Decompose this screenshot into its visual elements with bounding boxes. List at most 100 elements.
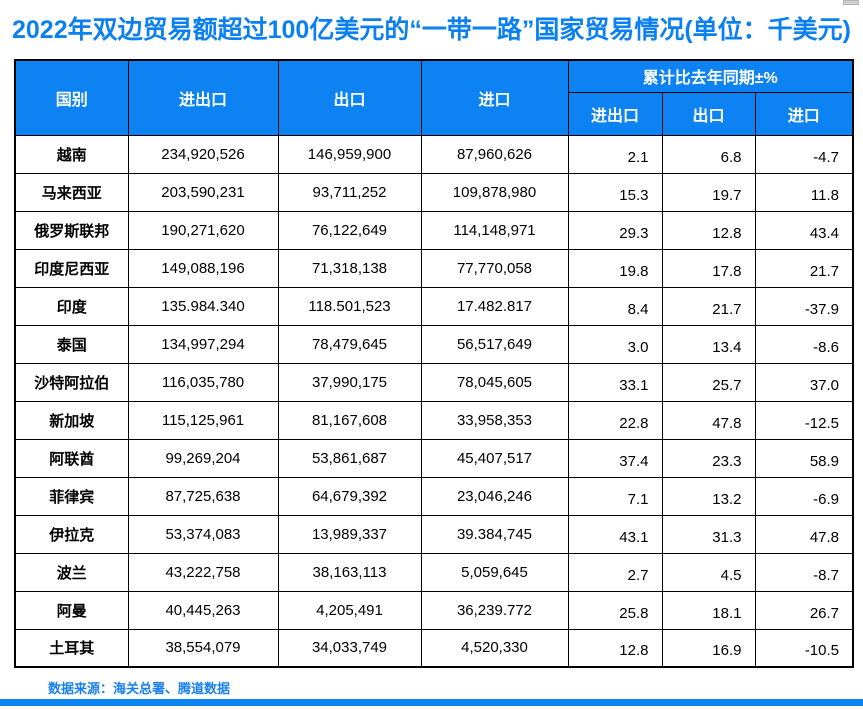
pct-export-cell: 12.8	[661, 210, 756, 250]
col-header-pct-export: 出口	[661, 91, 756, 136]
import-cell: 77,770,058	[420, 248, 569, 288]
export-cell: 93,711,252	[277, 172, 422, 212]
pct-export-cell: 19.7	[661, 172, 756, 212]
country-cell: 阿联酋	[14, 438, 129, 478]
country-cell: 波兰	[14, 552, 129, 592]
pct-total-cell: 2.1	[567, 134, 663, 174]
pct-import-cell: 47.8	[754, 514, 854, 554]
country-cell: 沙特阿拉伯	[14, 362, 129, 402]
pct-total-cell: 33.1	[567, 362, 663, 402]
pct-total-cell: 22.8	[567, 400, 663, 440]
table-row: 新加坡 115,125,961 81,167,608 33,958,353 22.8 47…	[14, 400, 854, 440]
pct-import-cell: -10.5	[754, 628, 854, 668]
col-header-pct-import: 进口	[754, 91, 854, 136]
pct-import-cell: -4.7	[754, 134, 854, 174]
export-cell: 64,679,392	[277, 476, 422, 516]
total-cell: 53,374,083	[127, 514, 279, 554]
country-cell: 马来西亚	[14, 172, 129, 212]
export-cell: 13,989,337	[277, 514, 422, 554]
import-cell: 36,239.772	[420, 590, 569, 630]
import-cell: 114,148,971	[420, 210, 569, 250]
total-cell: 135.984.340	[127, 286, 279, 326]
pct-import-cell: 21.7	[754, 248, 854, 288]
country-cell: 伊拉克	[14, 514, 129, 554]
trade-table: 国别 进出口 出口 进口 累计比去年同期±% 进出口 出口 进口 越南 234,9…	[14, 59, 855, 668]
pct-import-cell: 37.0	[754, 362, 854, 402]
pct-total-cell: 43.1	[567, 514, 663, 554]
table-row: 印度尼西亚 149,088,196 71,318,138 77,770,058 19.8…	[14, 248, 854, 288]
import-cell: 5,059,645	[420, 552, 569, 592]
table-row: 越南 234,920,526 146,959,900 87,960,626 2.1 6.8…	[14, 134, 854, 174]
pct-total-cell: 29.3	[567, 210, 663, 250]
col-header-pct-total: 进出口	[567, 91, 663, 136]
col-header-export: 出口	[277, 59, 422, 136]
export-cell: 78,479,645	[277, 324, 422, 364]
table-row: 沙特阿拉伯 116,035,780 37,990,175 78,045,605 33.1…	[14, 362, 854, 402]
pct-import-cell: -12.5	[754, 400, 854, 440]
pct-export-cell: 6.8	[661, 134, 756, 174]
total-cell: 134,997,294	[127, 324, 279, 364]
pct-import-cell: -8.6	[754, 324, 854, 364]
pct-import-cell: -6.9	[754, 476, 854, 516]
table-header: 国别 进出口 出口 进口 累计比去年同期±% 进出口 出口 进口	[14, 59, 854, 136]
col-header-total: 进出口	[127, 59, 279, 136]
export-cell: 38,163,113	[277, 552, 422, 592]
total-cell: 43,222,758	[127, 552, 279, 592]
export-cell: 37,990,175	[277, 362, 422, 402]
table-row: 伊拉克 53,374,083 13,989,337 39.384,745 43.1 31.…	[14, 514, 854, 554]
country-cell: 印度尼西亚	[14, 248, 129, 288]
pct-total-cell: 8.4	[567, 286, 663, 326]
pct-export-cell: 31.3	[661, 514, 756, 554]
pct-import-cell: 26.7	[754, 590, 854, 630]
import-cell: 39.384,745	[420, 514, 569, 554]
export-cell: 4,205,491	[277, 590, 422, 630]
col-header-pct-group: 累计比去年同期±%	[567, 59, 854, 93]
import-cell: 33,958,353	[420, 400, 569, 440]
col-header-import: 进口	[420, 59, 569, 136]
country-cell: 印度	[14, 286, 129, 326]
pct-export-cell: 13.4	[661, 324, 756, 364]
import-cell: 78,045,605	[420, 362, 569, 402]
pct-total-cell: 15.3	[567, 172, 663, 212]
total-cell: 149,088,196	[127, 248, 279, 288]
total-cell: 203,590,231	[127, 172, 279, 212]
pct-import-cell: -37.9	[754, 286, 854, 326]
pct-export-cell: 17.8	[661, 248, 756, 288]
country-cell: 俄罗斯联邦	[14, 210, 129, 250]
pct-total-cell: 2.7	[567, 552, 663, 592]
import-cell: 4,520,330	[420, 628, 569, 668]
pct-export-cell: 13.2	[661, 476, 756, 516]
table-row: 泰国 134,997,294 78,479,645 56,517,649 3.0 13.4…	[14, 324, 854, 364]
pct-export-cell: 25.7	[661, 362, 756, 402]
pct-export-cell: 16.9	[661, 628, 756, 668]
total-cell: 99,269,204	[127, 438, 279, 478]
import-cell: 87,960,626	[420, 134, 569, 174]
country-cell: 新加坡	[14, 400, 129, 440]
pct-total-cell: 37.4	[567, 438, 663, 478]
export-cell: 76,122,649	[277, 210, 422, 250]
country-cell: 阿曼	[14, 590, 129, 630]
export-cell: 34,033,749	[277, 628, 422, 668]
export-cell: 118.501,523	[277, 286, 422, 326]
pct-export-cell: 47.8	[661, 400, 756, 440]
export-cell: 71,318,138	[277, 248, 422, 288]
pct-total-cell: 12.8	[567, 628, 663, 668]
country-cell: 土耳其	[14, 628, 129, 668]
horizontal-scrollbar-thumb[interactable]	[843, 0, 859, 5]
pct-total-cell: 25.8	[567, 590, 663, 630]
import-cell: 109,878,980	[420, 172, 569, 212]
table-row: 俄罗斯联邦 190,271,620 76,122,649 114,148,971 29.…	[14, 210, 854, 250]
page-title: 2022年双边贸易额超过100亿美元的“一带一路”国家贸易情况(单位：千美元)	[12, 16, 851, 44]
pct-import-cell: 58.9	[754, 438, 854, 478]
table-row: 马来西亚 203,590,231 93,711,252 109,878,980 15.3…	[14, 172, 854, 212]
total-cell: 38,554,079	[127, 628, 279, 668]
import-cell: 17.482.817	[420, 286, 569, 326]
pct-export-cell: 21.7	[661, 286, 756, 326]
table-row: 印度 135.984.340 118.501,523 17.482.817 8.4 21.…	[14, 286, 854, 326]
export-cell: 81,167,608	[277, 400, 422, 440]
total-cell: 234,920,526	[127, 134, 279, 174]
export-cell: 146,959,900	[277, 134, 422, 174]
pct-export-cell: 4.5	[661, 552, 756, 592]
import-cell: 56,517,649	[420, 324, 569, 364]
